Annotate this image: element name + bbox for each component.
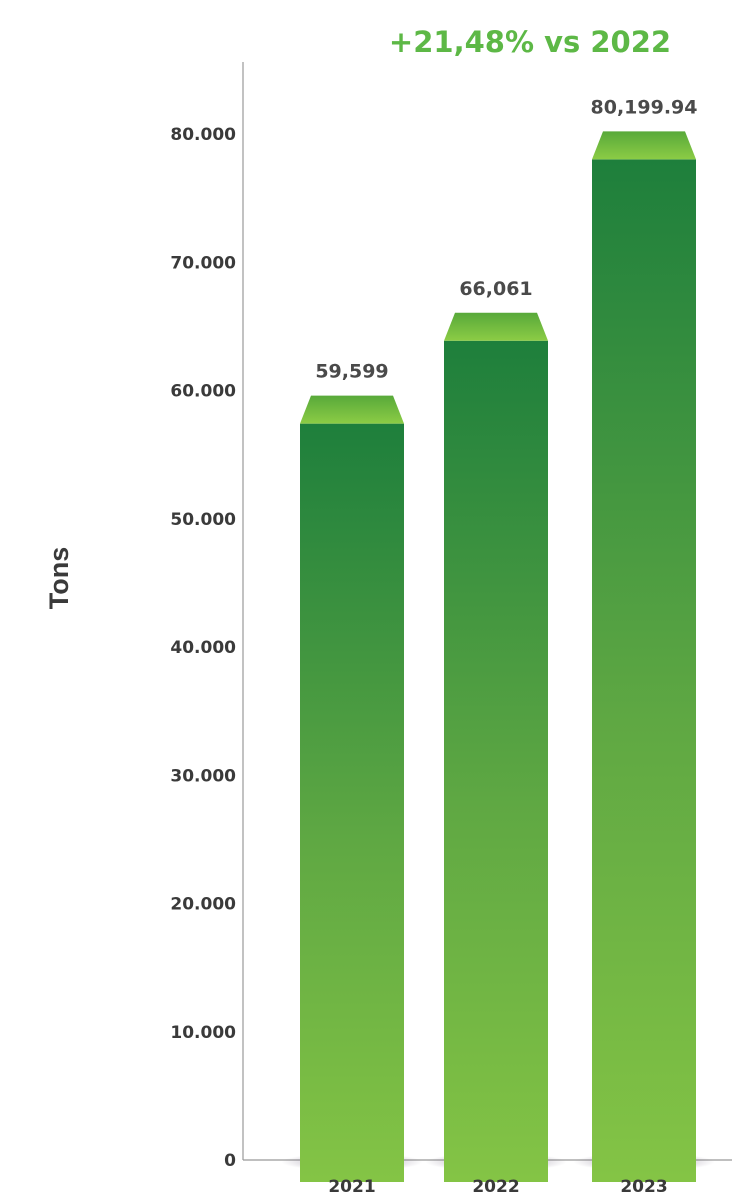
bar-cap [592,131,696,160]
data-label: 59,599 [315,361,388,383]
y-tick-labels: 0 10.000 20.000 30.000 40.000 50.000 60.000 70.… [170,125,236,1171]
bar-cap [300,395,404,424]
data-label: 66,061 [459,278,532,300]
category-label: 2023 [620,1177,667,1197]
y-tick-label: 30.000 [170,766,236,786]
bar [592,159,696,1182]
bar-cap [444,312,548,341]
y-tick-label: 20.000 [170,895,236,915]
chart-annotation: +21,48% vs 2022 [389,25,671,59]
category-label: 2022 [472,1177,519,1197]
y-tick-label: 0 [224,1151,236,1171]
y-tick-label: 70.000 [170,253,236,273]
bar [300,423,404,1182]
category-label: 2021 [328,1177,375,1197]
category-labels: 2021 2022 2023 [328,1177,667,1197]
y-axis-label: Tons [44,547,74,610]
data-label: 80,199.94 [591,96,698,118]
bar [444,340,548,1182]
y-tick-label: 50.000 [170,510,236,530]
y-tick-label: 60.000 [170,382,236,402]
y-tick-label: 10.000 [170,1023,236,1043]
data-labels: 59,599 66,061 80,199.94 [315,96,697,382]
y-tick-label: 40.000 [170,638,236,658]
y-tick-label: 80.000 [170,125,236,145]
bars [300,131,696,1182]
